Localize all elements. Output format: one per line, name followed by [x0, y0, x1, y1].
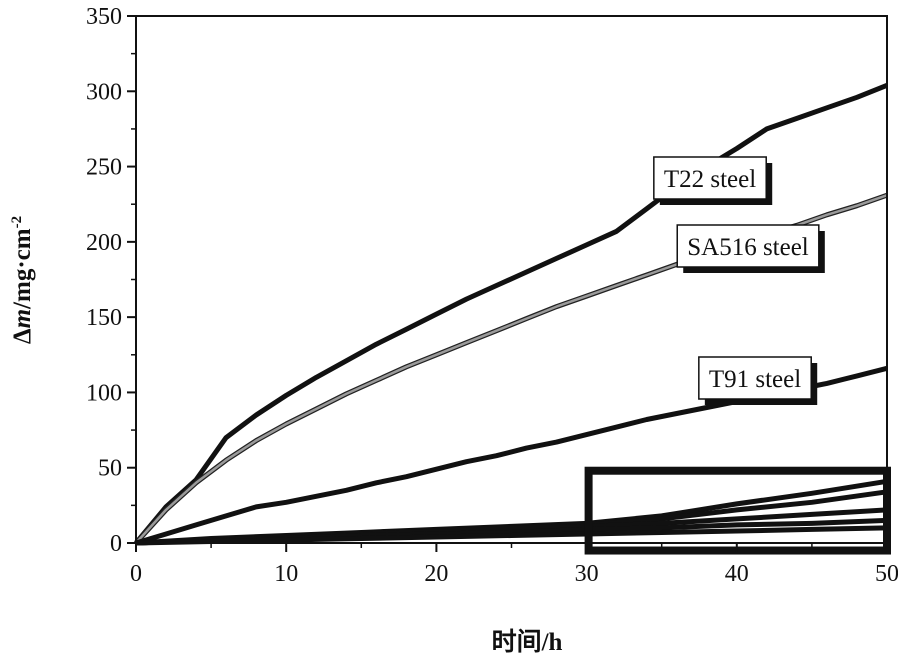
x-tick-label: 30	[575, 561, 599, 587]
y-axis-unit: /mg·cm	[9, 228, 36, 310]
y-tick-label: 250	[86, 155, 122, 181]
series-label-text: T91 steel	[709, 366, 801, 393]
x-tick-label: 20	[424, 561, 448, 587]
series-label-1: SA516 steel	[676, 224, 825, 273]
series-line-0	[134, 82, 888, 545]
series-label-text: T22 steel	[664, 166, 756, 193]
y-axis-title: Δm/mg·cm-2	[9, 216, 36, 344]
ticks-layer: 0 10 20 30 40 50 0 50 100 150 200 250 300 350	[86, 4, 898, 587]
y-tick-label: 200	[86, 230, 122, 256]
y-tick-label: 350	[86, 4, 122, 30]
callout-layer: T22 steel SA516 steel T91 steel	[653, 156, 825, 405]
series-label-2: T91 steel	[698, 356, 818, 405]
series-line-7	[135, 525, 888, 546]
y-axis-delta: Δ	[9, 328, 36, 344]
series-layer	[134, 82, 888, 546]
y-tick-label: 0	[110, 531, 122, 557]
series-label-text: SA516 steel	[687, 234, 809, 261]
x-tick-label: 40	[725, 561, 749, 587]
series-label-box	[698, 356, 812, 400]
x-tick-label: 50	[875, 561, 898, 587]
series-label-box	[653, 156, 767, 200]
x-tick-label: 10	[274, 561, 298, 587]
series-label-0: T22 steel	[653, 156, 773, 205]
y-tick-label: 50	[98, 456, 122, 482]
y-tick-label: 150	[86, 305, 122, 331]
x-tick-label: 0	[130, 561, 142, 587]
x-axis-title: 时间/h	[492, 628, 563, 656]
y-axis-symbol: m	[9, 309, 36, 328]
y-tick-label: 100	[86, 380, 122, 406]
y-axis-exponent: -2	[9, 216, 25, 229]
y-tick-label: 300	[86, 79, 122, 105]
series-label-box	[676, 224, 820, 268]
